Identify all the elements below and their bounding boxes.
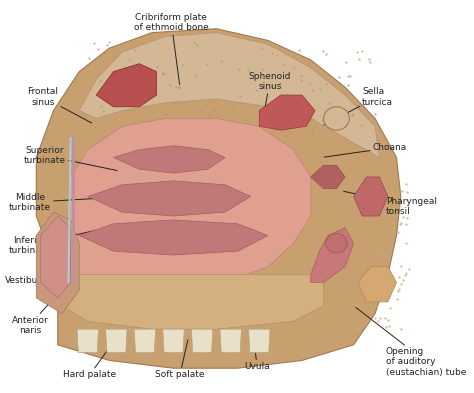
- Text: Middle
turbinate: Middle turbinate: [9, 193, 93, 212]
- Polygon shape: [354, 177, 388, 216]
- Text: Anterior
naris: Anterior naris: [11, 298, 54, 335]
- Text: Cribriform plate
of ethmoid bone: Cribriform plate of ethmoid bone: [134, 13, 209, 84]
- Polygon shape: [41, 216, 71, 298]
- Circle shape: [324, 107, 349, 130]
- Polygon shape: [79, 33, 379, 158]
- Text: Pharyngeal
tonsil: Pharyngeal tonsil: [344, 191, 437, 216]
- Text: Inferior
turbinate: Inferior turbinate: [9, 230, 96, 255]
- Text: Sella
turcica: Sella turcica: [324, 87, 393, 125]
- Text: Vestibule: Vestibule: [5, 262, 70, 285]
- Polygon shape: [106, 329, 127, 353]
- Polygon shape: [358, 267, 397, 302]
- Text: Frontal
sinus: Frontal sinus: [27, 87, 92, 123]
- Text: Uvula: Uvula: [244, 334, 270, 371]
- Polygon shape: [163, 329, 184, 353]
- Text: Choana: Choana: [324, 143, 407, 157]
- Polygon shape: [248, 329, 270, 353]
- Polygon shape: [134, 329, 155, 353]
- Circle shape: [326, 233, 347, 253]
- Polygon shape: [79, 220, 268, 255]
- Polygon shape: [88, 181, 251, 216]
- Polygon shape: [311, 228, 354, 282]
- Text: Opening
of auditory
(eustachian) tube: Opening of auditory (eustachian) tube: [356, 307, 466, 376]
- Polygon shape: [259, 95, 315, 130]
- Text: Sphenoid
sinus: Sphenoid sinus: [249, 72, 291, 123]
- Polygon shape: [96, 64, 156, 107]
- Polygon shape: [113, 146, 225, 173]
- Polygon shape: [71, 118, 311, 290]
- Polygon shape: [191, 329, 213, 353]
- Polygon shape: [36, 29, 401, 368]
- Polygon shape: [77, 329, 99, 353]
- Polygon shape: [62, 275, 324, 329]
- Polygon shape: [220, 329, 241, 353]
- Text: Superior
turbinate: Superior turbinate: [24, 146, 117, 171]
- Polygon shape: [311, 165, 345, 189]
- Text: Hard palate: Hard palate: [64, 341, 117, 379]
- Polygon shape: [36, 212, 79, 314]
- Text: Soft palate: Soft palate: [155, 340, 205, 379]
